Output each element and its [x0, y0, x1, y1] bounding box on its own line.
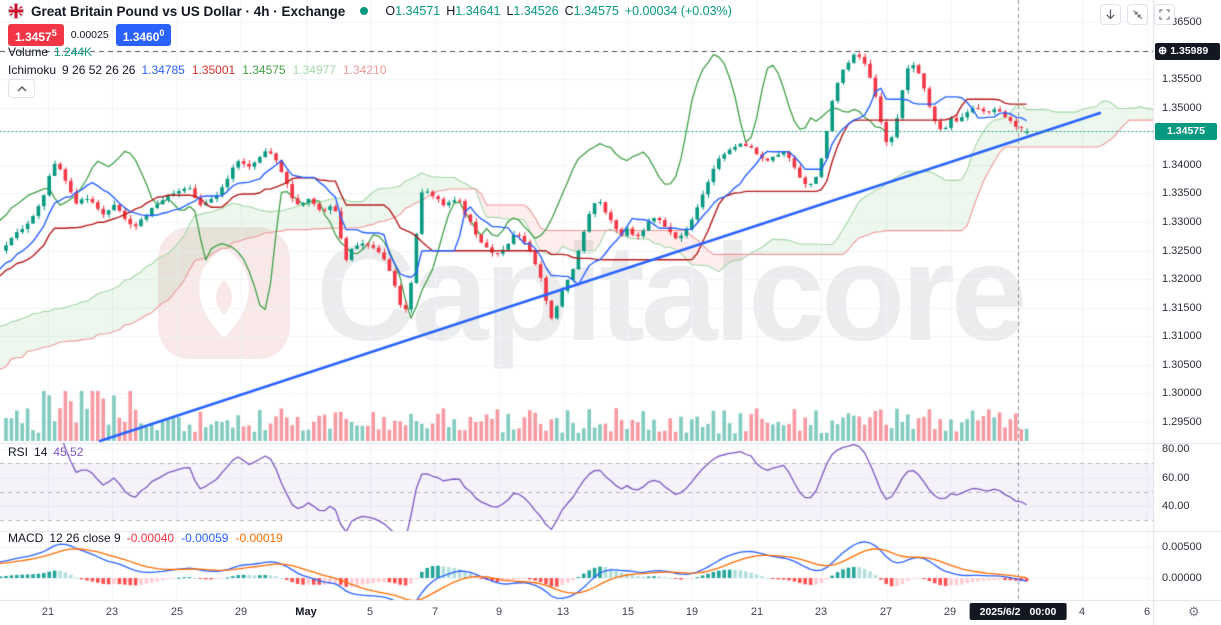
- axis-tick-label: 40.00: [1162, 500, 1190, 512]
- volume-legend[interactable]: Volume 1.244K: [8, 45, 92, 59]
- time-tick-label: 7: [431, 606, 439, 618]
- axis-settings-button[interactable]: ⚙: [1188, 604, 1200, 620]
- crosshair-time-badge: 2025/6/2 00:00: [969, 603, 1067, 620]
- scroll-down-button[interactable]: [1100, 4, 1121, 25]
- collapse-icon: [1133, 10, 1143, 20]
- time-tick-label: 29: [943, 606, 957, 618]
- legend-value: 1.34575: [242, 63, 286, 77]
- symbol-title[interactable]: Great Britain Pound vs US Dollar · 4h · …: [31, 3, 346, 19]
- price-axis[interactable]: ⊕ 1.35989 1.34575 1.36500 1.35500 1.35000 1…: [1153, 0, 1221, 600]
- open-value: 1.34571: [395, 4, 441, 18]
- time-tick-label: 9: [495, 606, 503, 618]
- axis-tick-label: 0.00000: [1162, 572, 1202, 584]
- time-tick-label: 15: [621, 606, 635, 618]
- fullscreen-icon: [1159, 9, 1170, 20]
- ichimoku-values: 1.34785 1.35001 1.34575 1.34977 1.34210: [141, 63, 393, 77]
- macd-values: -0.00040 -0.00059 -0.00019: [127, 531, 290, 545]
- axis-tick-label: 80.00: [1162, 443, 1190, 455]
- legend-value: -0.00019: [235, 531, 283, 545]
- axis-tick-label: 1.32000: [1162, 273, 1202, 285]
- time-tick-label: 23: [105, 606, 119, 618]
- rsi-value: 45.52: [53, 445, 84, 459]
- legend-value: 1.35001: [191, 63, 236, 77]
- axis-tick-label: 1.33500: [1162, 187, 1202, 199]
- ichimoku-params: 9 26 52 26 26: [62, 63, 136, 77]
- arrow-down-icon: [1106, 9, 1115, 20]
- time-tick-label: 21: [750, 606, 764, 618]
- axis-tick-label: 1.29500: [1162, 416, 1202, 428]
- high-price-badge[interactable]: ⊕ 1.35989: [1155, 42, 1220, 60]
- chart-toolbar: [1100, 4, 1175, 25]
- axis-tick-label: 0.00500: [1162, 541, 1202, 553]
- legend-value: 1.34785: [141, 63, 185, 77]
- sell-price-badge[interactable]: 1.34575: [8, 24, 64, 46]
- time-tick-label: 13: [556, 606, 570, 618]
- axis-tick-label: 1.31500: [1162, 302, 1202, 314]
- gb-flag-icon: [8, 3, 24, 19]
- legend-collapse-button[interactable]: [8, 79, 35, 98]
- axis-tick-label: 1.30000: [1162, 387, 1202, 399]
- legend-value: 1.34210: [343, 63, 387, 77]
- change-value: +0.00034 (+0.03%): [624, 4, 732, 18]
- time-tick-label: 4: [1078, 606, 1086, 618]
- time-tick-label: 5: [366, 606, 374, 618]
- macd-params: 12 26 close 9: [49, 531, 121, 545]
- axis-tick-label: 1.33000: [1162, 216, 1202, 228]
- time-tick-label: 19: [685, 606, 699, 618]
- low-value: 1.34526: [513, 4, 559, 18]
- quote-panel: 1.34575 0.00025 1.34600: [8, 24, 172, 46]
- axis-tick-label: 60.00: [1162, 472, 1190, 484]
- time-tick-label: 21: [41, 606, 55, 618]
- time-tick-label: 25: [170, 606, 184, 618]
- spread-value: 0.00025: [70, 29, 109, 41]
- axis-tick-label: 1.35500: [1162, 73, 1202, 85]
- axis-tick-label: 1.32500: [1162, 245, 1202, 257]
- market-status-dot: [360, 7, 369, 15]
- time-tick-label: 6: [1143, 606, 1151, 618]
- chart-header: Great Britain Pound vs US Dollar · 4h · …: [8, 3, 732, 19]
- time-tick-label: May: [295, 606, 317, 618]
- time-axis[interactable]: 2025/6/2 00:00 21 23 25 29 May 5 7 9 13 15 19 21 23 2…: [0, 600, 1221, 625]
- axis-tick-label: 1.30500: [1162, 359, 1202, 371]
- legend-value: -0.00040: [126, 531, 175, 545]
- ohlc-values: O1.34571 H1.34641 L1.34526 C1.34575 +0.0…: [385, 4, 732, 18]
- rsi-params: 14: [34, 445, 48, 459]
- close-value: 1.34575: [573, 4, 619, 18]
- axis-tick-label: 1.31000: [1162, 330, 1202, 342]
- time-tick-label: 29: [234, 606, 248, 618]
- rsi-label: RSI: [8, 445, 29, 459]
- macd-label: MACD: [8, 531, 44, 545]
- time-tick-label: 27: [879, 606, 893, 618]
- volume-value: 1.244K: [54, 45, 93, 59]
- buy-price-badge[interactable]: 1.34600: [115, 24, 172, 46]
- legend-value: -0.00059: [181, 531, 229, 545]
- macd-legend[interactable]: MACD 12 26 close 9 -0.00040 -0.00059 -0.00…: [8, 531, 290, 545]
- rsi-legend[interactable]: RSI 14 45.52: [8, 445, 83, 459]
- ichimoku-label: Ichimoku: [8, 63, 57, 77]
- volume-label: Volume: [8, 45, 49, 59]
- axis-tick-label: 1.34000: [1162, 159, 1202, 171]
- ichimoku-legend[interactable]: Ichimoku 9 26 52 26 26 1.34785 1.35001 1.3…: [8, 63, 393, 77]
- axis-tick-label: 1.35000: [1162, 102, 1202, 114]
- collapse-button[interactable]: [1127, 4, 1148, 25]
- chevron-up-icon: [17, 85, 26, 91]
- last-price-badge: 1.34575: [1155, 122, 1217, 140]
- high-value: 1.34641: [455, 4, 501, 18]
- time-tick-label: 23: [814, 606, 828, 618]
- add-alert-plus-icon[interactable]: ⊕: [1158, 44, 1168, 57]
- fullscreen-button[interactable]: [1154, 4, 1175, 25]
- legend-value: 1.34977: [292, 63, 336, 77]
- gear-icon: ⚙: [1188, 604, 1200, 619]
